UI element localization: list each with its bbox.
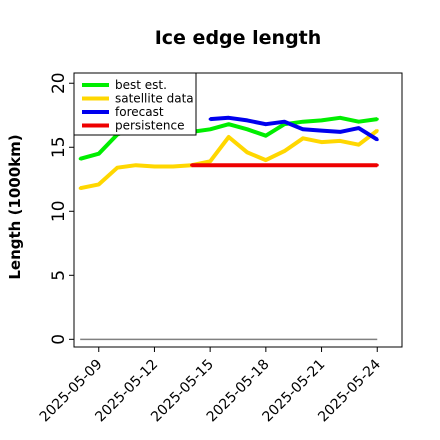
data-point-satellite-data (245, 150, 249, 154)
y-tick-label: 20 (49, 72, 69, 94)
data-point-satellite-data (171, 164, 175, 168)
data-point-best-est- (227, 122, 231, 126)
data-point-satellite-data (375, 129, 379, 133)
y-tick-label: 10 (49, 200, 69, 222)
data-point-forecast (208, 117, 212, 121)
data-point-satellite-data (97, 182, 101, 186)
data-point-forecast (264, 122, 268, 126)
data-point-satellite-data (282, 149, 286, 153)
data-point-forecast (338, 130, 342, 134)
data-point-best-est- (97, 152, 101, 156)
data-point-forecast (320, 129, 324, 133)
data-point-satellite-data (320, 140, 324, 144)
data-point-satellite-data (338, 139, 342, 143)
data-point-forecast (301, 127, 305, 131)
plot-frame (73, 72, 403, 348)
data-point-satellite-data (227, 135, 231, 139)
data-point-forecast (227, 116, 231, 120)
data-point-satellite-data (78, 186, 82, 190)
data-point-forecast (357, 126, 361, 130)
data-point-satellite-data (152, 164, 156, 168)
y-axis-label: Length (1000km) (6, 134, 24, 279)
data-point-satellite-data (134, 163, 138, 167)
data-point-satellite-data (301, 136, 305, 140)
y-tick-label: 0 (49, 334, 69, 345)
data-point-best-est- (245, 127, 249, 131)
data-point-best-est- (338, 116, 342, 120)
legend-label: forecast (115, 105, 164, 119)
data-point-satellite-data (115, 166, 119, 170)
data-point-forecast (245, 118, 249, 122)
data-point-best-est- (78, 157, 82, 161)
legend-label: persistence (115, 119, 184, 133)
data-point-best-est- (320, 118, 324, 122)
y-tick-label: 5 (49, 270, 69, 281)
y-tick-label: 15 (49, 136, 69, 158)
data-point-satellite-data (357, 143, 361, 147)
data-point-persistence (190, 163, 194, 167)
data-point-satellite-data (208, 159, 212, 163)
chart-title: Ice edge length (155, 27, 322, 49)
data-point-forecast (375, 138, 379, 142)
series-line-forecast (210, 115, 379, 142)
legend: best est.satellite dataforecastpersisten… (73, 72, 197, 136)
data-point-satellite-data (264, 158, 268, 162)
legend-label: satellite data (115, 92, 194, 106)
data-point-best-est- (208, 127, 212, 131)
series-line-satellite-data (79, 129, 379, 191)
data-point-persistence (375, 163, 379, 167)
plot-area (78, 115, 379, 341)
data-point-best-est- (301, 120, 305, 124)
data-point-best-est- (375, 117, 379, 121)
data-point-best-est- (357, 120, 361, 124)
legend-label: best est. (115, 78, 167, 92)
data-point-best-est- (264, 134, 268, 138)
data-point-forecast (282, 120, 286, 124)
